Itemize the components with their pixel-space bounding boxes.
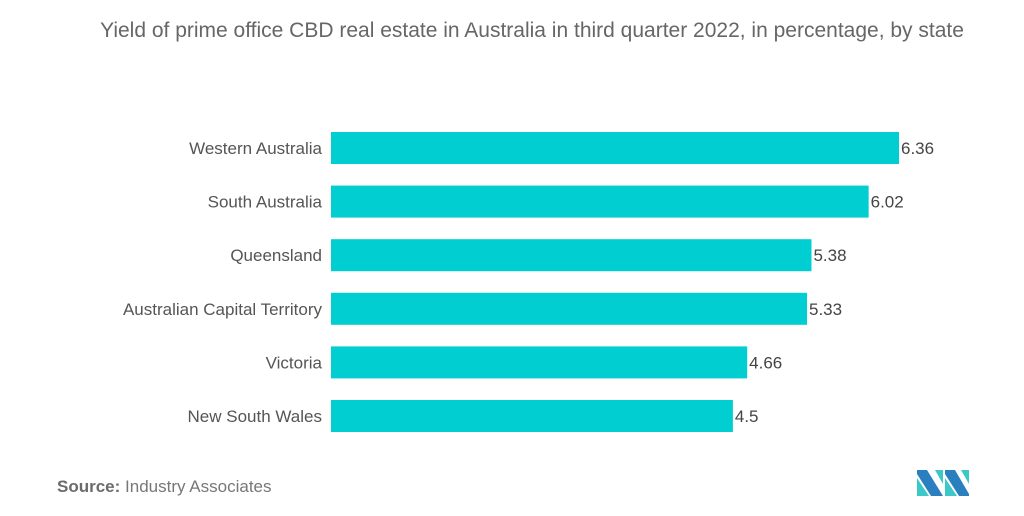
logo-shape-3 — [935, 470, 943, 484]
bar-victoria — [331, 346, 748, 379]
bar-queensland — [331, 239, 812, 272]
brand-logo-icon — [917, 470, 969, 496]
bar-western-australia — [331, 132, 899, 164]
category-label: South Australia — [208, 193, 323, 212]
category-label: Queensland — [230, 246, 322, 265]
category-label: New South Wales — [188, 407, 322, 426]
value-label: 4.5 — [735, 407, 759, 426]
bars-layer: Western Australia 6.36 South Australia 6.02… — [123, 132, 934, 432]
logo-shape-1 — [917, 470, 943, 496]
logo-shape-5 — [945, 478, 957, 496]
value-label: 5.38 — [813, 246, 846, 265]
value-label: 5.33 — [809, 300, 842, 319]
category-label: Western Australia — [189, 139, 322, 158]
bar-australian-capital-territory — [331, 292, 808, 325]
logo-shape-6 — [961, 470, 969, 484]
category-label: Australian Capital Territory — [123, 300, 323, 319]
logo-shape-4 — [945, 470, 969, 496]
value-label: 6.36 — [901, 139, 934, 158]
category-label: Victoria — [266, 353, 323, 372]
logo-shape-2 — [917, 478, 929, 496]
chart-title: Yield of prime office CBD real estate in… — [100, 19, 964, 42]
source-label: Source: — [57, 477, 121, 496]
bar-south-australia — [331, 185, 869, 218]
source-note: Source: Industry Associates — [57, 477, 272, 497]
value-label: 4.66 — [749, 353, 782, 372]
source-value: Industry Associates — [125, 477, 272, 496]
value-label: 6.02 — [871, 193, 904, 212]
bar-new-south-wales — [331, 400, 733, 432]
